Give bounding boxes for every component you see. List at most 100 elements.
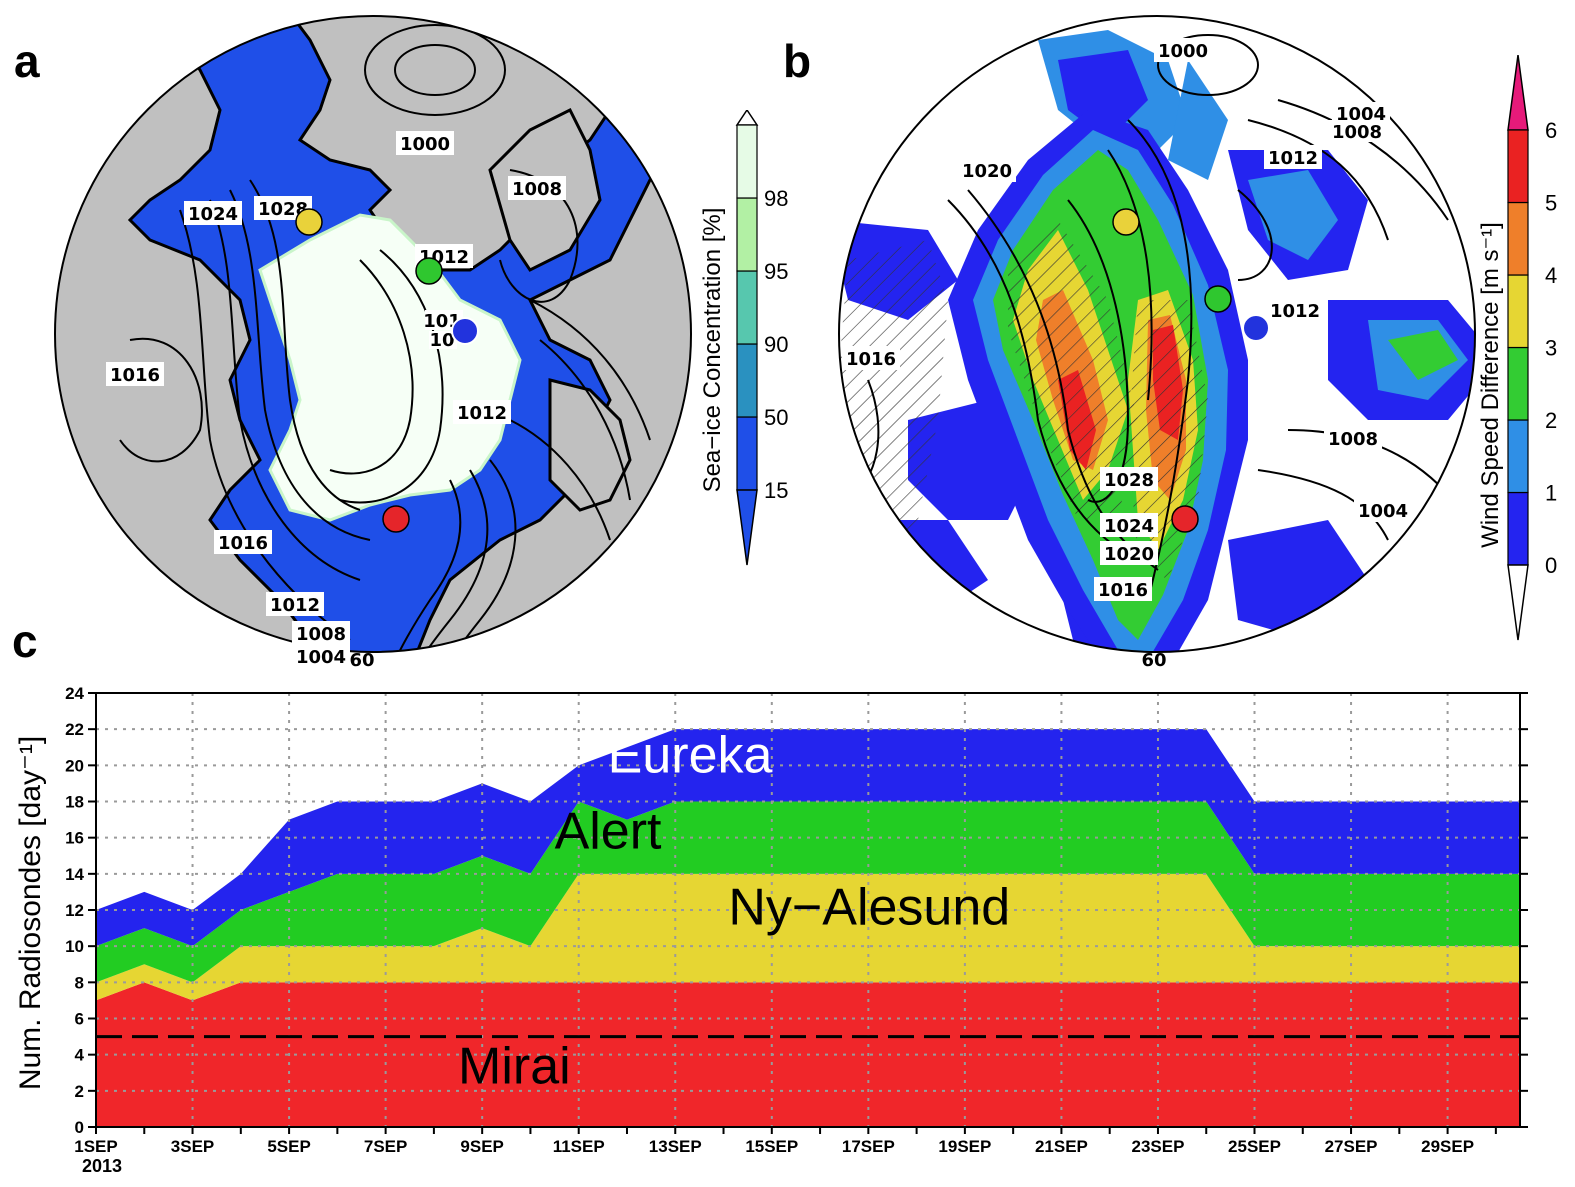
map-b-label-1012-mid: 1012 bbox=[1270, 301, 1320, 322]
map-b-label-1004-low: 1004 bbox=[1358, 501, 1408, 522]
y-tick-label: 8 bbox=[75, 973, 84, 992]
x-tick-label: 27SEP bbox=[1325, 1137, 1378, 1156]
y-tick-label: 10 bbox=[65, 937, 84, 956]
wind-speed-colorbar-swatch bbox=[1507, 491, 1529, 566]
wind-speed-colorbar-label: Wind Speed Difference [m s⁻¹] bbox=[1477, 222, 1504, 548]
x-tick-label: 25SEP bbox=[1228, 1137, 1281, 1156]
series-label-0: Mirai bbox=[458, 1038, 571, 1096]
map-a-label-1004-low: 1004 bbox=[296, 647, 346, 668]
map-a-land-canada bbox=[548, 378, 632, 512]
map-a-label-1016-left: 1016 bbox=[110, 365, 160, 386]
wind-speed-colorbar: Wind Speed Difference [m s⁻¹] 0 1 2 3 4 5 6 bbox=[1477, 55, 1557, 641]
map-b-label-60: 60 bbox=[1141, 650, 1166, 670]
wind-speed-colorbar-swatch bbox=[1507, 419, 1529, 494]
panel-b-letter: b bbox=[783, 35, 812, 87]
map-b-label-1020: 1020 bbox=[962, 161, 1012, 182]
map-b-label-1008: 1008 bbox=[1332, 122, 1382, 143]
wind-speed-colorbar-tick: 4 bbox=[1545, 263, 1557, 288]
sea-ice-colorbar-swatch bbox=[736, 197, 758, 272]
series-label-3: Eureka bbox=[608, 727, 773, 785]
map-a-label-1008-low: 1008 bbox=[296, 624, 346, 645]
map-a-marker-yellow bbox=[295, 208, 323, 236]
map-a-label-1008: 1008 bbox=[512, 179, 562, 200]
map-a-label-1000: 1000 bbox=[400, 134, 450, 155]
x-tick-label: 19SEP bbox=[938, 1137, 991, 1156]
map-a-label-1012-low: 1012 bbox=[270, 595, 320, 616]
area-series-1 bbox=[96, 873, 1520, 1001]
sea-ice-colorbar-swatch bbox=[736, 416, 758, 491]
sea-ice-colorbar-tick: 90 bbox=[764, 332, 788, 357]
wind-speed-colorbar-tick: 0 bbox=[1545, 553, 1557, 578]
map-b-label-1024: 1024 bbox=[1104, 516, 1154, 537]
x-tick-label: 21SEP bbox=[1035, 1137, 1088, 1156]
wind-speed-colorbar-swatch bbox=[1507, 274, 1529, 349]
y-tick-label: 20 bbox=[65, 756, 84, 775]
wind-speed-colorbar-swatch bbox=[1507, 346, 1529, 421]
radiosonde-area-chart: Num. Radiosondes [day⁻¹] Mirai Ny−Alesund… bbox=[14, 684, 1528, 1176]
sea-ice-colorbar-label: Sea−ice Concentration [%] bbox=[699, 208, 726, 493]
map-b-contour-labels: 1000 1004 1008 1020 1012 1012 1016 1008 … bbox=[842, 38, 1412, 670]
x-tick-label: 1SEP bbox=[74, 1137, 117, 1156]
map-a-label-1012-mid: 1012 bbox=[457, 403, 507, 424]
map-a-label-60: 60 bbox=[349, 650, 374, 670]
map-b-label-1028: 1028 bbox=[1104, 470, 1154, 491]
sea-ice-colorbar-tick: 95 bbox=[764, 259, 788, 284]
map-a-label-1016-low: 1016 bbox=[218, 533, 268, 554]
x-tick-label: 7SEP bbox=[364, 1137, 407, 1156]
sea-ice-map: 1000 1008 1024 1028 1012 101 10 1016 101… bbox=[54, 15, 692, 670]
x-tick-label: 5SEP bbox=[267, 1137, 310, 1156]
x-tick-label: 15SEP bbox=[745, 1137, 798, 1156]
chart-c-ylabel: Num. Radiosondes [day⁻¹] bbox=[14, 736, 47, 1090]
sea-ice-colorbar-swatch bbox=[736, 343, 758, 418]
map-b-label-1000: 1000 bbox=[1158, 41, 1208, 62]
wind-speed-colorbar-swatch bbox=[1507, 129, 1529, 204]
map-b-label-1016: 1016 bbox=[846, 349, 896, 370]
y-tick-label: 6 bbox=[75, 1010, 84, 1029]
x-tick-label: 29SEP bbox=[1421, 1137, 1474, 1156]
y-tick-label: 2 bbox=[75, 1082, 84, 1101]
y-tick-label: 12 bbox=[65, 901, 84, 920]
map-b-label-1016-low: 1016 bbox=[1098, 580, 1148, 601]
map-a-isobars bbox=[119, 24, 651, 652]
map-b-label-1008-low: 1008 bbox=[1328, 429, 1378, 450]
sea-ice-colorbar: Sea−ice Concentration [%] 15 50 90 95 98 bbox=[699, 110, 788, 566]
area-series-3 bbox=[96, 729, 1520, 947]
map-b-isobars bbox=[847, 34, 1469, 601]
x-tick-label: 13SEP bbox=[649, 1137, 702, 1156]
panel-c-letter: c bbox=[12, 615, 38, 667]
map-b-marker-red bbox=[1171, 505, 1199, 533]
wind-speed-colorbar-tick: 2 bbox=[1545, 408, 1557, 433]
map-a-marker-red bbox=[382, 505, 410, 533]
x-tick-label: 11SEP bbox=[553, 1137, 605, 1156]
y-tick-label: 24 bbox=[65, 684, 84, 703]
map-a-label-101: 101 bbox=[423, 311, 461, 332]
series-label-2: Alert bbox=[555, 803, 662, 861]
map-a-contour-labels: 1000 1008 1024 1028 1012 101 10 1016 101… bbox=[106, 131, 566, 670]
sea-ice-colorbar-tick: 50 bbox=[764, 405, 788, 430]
y-tick-label: 14 bbox=[65, 865, 84, 884]
x-tick-label: 17SEP bbox=[842, 1137, 895, 1156]
sea-ice-colorbar-tick: 15 bbox=[764, 478, 788, 503]
sea-ice-colorbar-tick: 98 bbox=[764, 186, 788, 211]
x-tick-label: 9SEP bbox=[460, 1137, 503, 1156]
map-a-label-10: 10 bbox=[429, 330, 454, 351]
sea-ice-colorbar-swatch bbox=[736, 124, 758, 199]
chart-c-year-label: 2013 bbox=[82, 1156, 122, 1176]
map-b-marker-green bbox=[1204, 285, 1232, 313]
map-b-marker-blue bbox=[1242, 314, 1270, 342]
y-tick-label: 4 bbox=[75, 1046, 85, 1065]
map-b-label-1012-top: 1012 bbox=[1268, 148, 1318, 169]
series-label-1: Ny−Alesund bbox=[728, 878, 1010, 936]
map-a-label-1028: 1028 bbox=[258, 199, 308, 220]
wind-speed-colorbar-tick: 6 bbox=[1545, 118, 1557, 143]
map-b-marker-yellow bbox=[1112, 208, 1140, 236]
y-tick-label: 16 bbox=[65, 829, 84, 848]
map-b-label-1004: 1004 bbox=[1336, 104, 1386, 125]
map-a-label-1024: 1024 bbox=[188, 204, 238, 225]
x-tick-label: 23SEP bbox=[1131, 1137, 1184, 1156]
panel-a-letter: a bbox=[14, 35, 40, 87]
wind-speed-colorbar-tick: 5 bbox=[1545, 191, 1557, 216]
wind-speed-map: 1000 1004 1008 1020 1012 1012 1016 1008 … bbox=[838, 15, 1476, 670]
y-tick-label: 22 bbox=[65, 720, 84, 739]
wind-speed-colorbar-tick: 1 bbox=[1545, 481, 1557, 506]
